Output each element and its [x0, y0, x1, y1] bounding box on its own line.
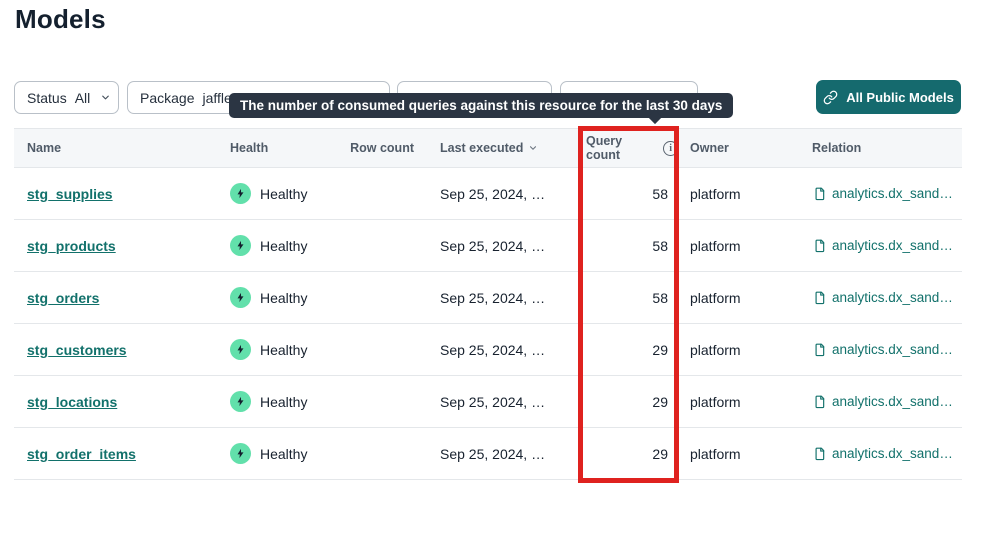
- healthy-status-icon: [230, 339, 251, 360]
- column-header-owner: Owner: [690, 141, 729, 155]
- healthy-status-icon: [230, 287, 251, 308]
- query-count-cell: 29: [652, 341, 668, 358]
- column-header-name: Name: [27, 141, 62, 155]
- health-label: Healthy: [260, 185, 308, 202]
- all-public-models-button[interactable]: All Public Models: [816, 80, 961, 114]
- status-filter[interactable]: Status All: [14, 81, 119, 114]
- owner-cell: platform: [690, 341, 741, 358]
- relation-link[interactable]: analytics.dx_sand…: [832, 446, 953, 461]
- column-header-relation: Relation: [812, 141, 862, 155]
- model-name-link[interactable]: stg_locations: [27, 393, 118, 410]
- query-count-cell: 58: [652, 289, 668, 306]
- document-icon: [812, 239, 826, 253]
- package-filter-label: Package: [140, 89, 195, 106]
- model-name-link[interactable]: stg_supplies: [27, 185, 113, 202]
- health-label: Healthy: [260, 393, 308, 410]
- table-header-row: Name Health Row count Last executed Quer…: [14, 128, 962, 168]
- link-icon: [823, 90, 838, 105]
- last-executed-cell: Sep 25, 2024, …: [440, 185, 546, 202]
- relation-link[interactable]: analytics.dx_sand…: [832, 342, 953, 357]
- document-icon: [812, 395, 826, 409]
- column-header-query-count: Query count i: [580, 134, 678, 162]
- document-icon: [812, 187, 826, 201]
- column-header-last-executed[interactable]: Last executed: [416, 141, 580, 155]
- query-count-cell: 58: [652, 185, 668, 202]
- healthy-status-icon: [230, 391, 251, 412]
- page-title: Models: [15, 4, 106, 34]
- owner-cell: platform: [690, 237, 741, 254]
- table-row: stg_locations Healthy Sep 25, 2024, … 29…: [14, 376, 962, 428]
- table-row: stg_customers Healthy Sep 25, 2024, … 29…: [14, 324, 962, 376]
- model-name-link[interactable]: stg_order_items: [27, 445, 136, 462]
- health-label: Healthy: [260, 445, 308, 462]
- health-label: Healthy: [260, 289, 308, 306]
- last-executed-cell: Sep 25, 2024, …: [440, 237, 546, 254]
- last-executed-cell: Sep 25, 2024, …: [440, 393, 546, 410]
- table-body: stg_supplies Healthy Sep 25, 2024, … 58 …: [14, 168, 962, 480]
- healthy-status-icon: [230, 443, 251, 464]
- chevron-down-icon: [528, 143, 538, 153]
- model-name-link[interactable]: stg_products: [27, 237, 116, 254]
- document-icon: [812, 291, 826, 305]
- query-count-tooltip: The number of consumed queries against t…: [229, 93, 734, 125]
- last-executed-cell: Sep 25, 2024, …: [440, 445, 546, 462]
- health-label: Healthy: [260, 341, 308, 358]
- table-row: stg_supplies Healthy Sep 25, 2024, … 58 …: [14, 168, 962, 220]
- last-executed-cell: Sep 25, 2024, …: [440, 289, 546, 306]
- query-count-cell: 58: [652, 237, 668, 254]
- relation-link[interactable]: analytics.dx_sand…: [832, 186, 953, 201]
- models-table: Name Health Row count Last executed Quer…: [14, 128, 962, 480]
- relation-link[interactable]: analytics.dx_sand…: [832, 394, 953, 409]
- table-row: stg_products Healthy Sep 25, 2024, … 58 …: [14, 220, 962, 272]
- owner-cell: platform: [690, 185, 741, 202]
- document-icon: [812, 447, 826, 461]
- relation-link[interactable]: analytics.dx_sand…: [832, 290, 953, 305]
- table-row: stg_orders Healthy Sep 25, 2024, … 58 pl…: [14, 272, 962, 324]
- healthy-status-icon: [230, 235, 251, 256]
- document-icon: [812, 343, 826, 357]
- health-label: Healthy: [260, 237, 308, 254]
- chevron-down-icon: [100, 92, 111, 103]
- healthy-status-icon: [230, 183, 251, 204]
- owner-cell: platform: [690, 289, 741, 306]
- owner-cell: platform: [690, 393, 741, 410]
- status-filter-value: All: [74, 89, 91, 106]
- relation-link[interactable]: analytics.dx_sand…: [832, 238, 953, 253]
- tooltip-text: The number of consumed queries against t…: [240, 98, 723, 113]
- model-name-link[interactable]: stg_customers: [27, 341, 127, 358]
- info-icon[interactable]: i: [663, 140, 678, 156]
- query-count-cell: 29: [652, 393, 668, 410]
- owner-cell: platform: [690, 445, 741, 462]
- last-executed-cell: Sep 25, 2024, …: [440, 341, 546, 358]
- model-name-link[interactable]: stg_orders: [27, 289, 100, 306]
- column-header-row-count: Row count: [350, 141, 414, 155]
- query-count-cell: 29: [652, 445, 668, 462]
- status-filter-label: Status: [27, 89, 67, 106]
- column-header-health: Health: [230, 141, 269, 155]
- all-public-models-label: All Public Models: [846, 89, 954, 105]
- table-row: stg_order_items Healthy Sep 25, 2024, … …: [14, 428, 962, 480]
